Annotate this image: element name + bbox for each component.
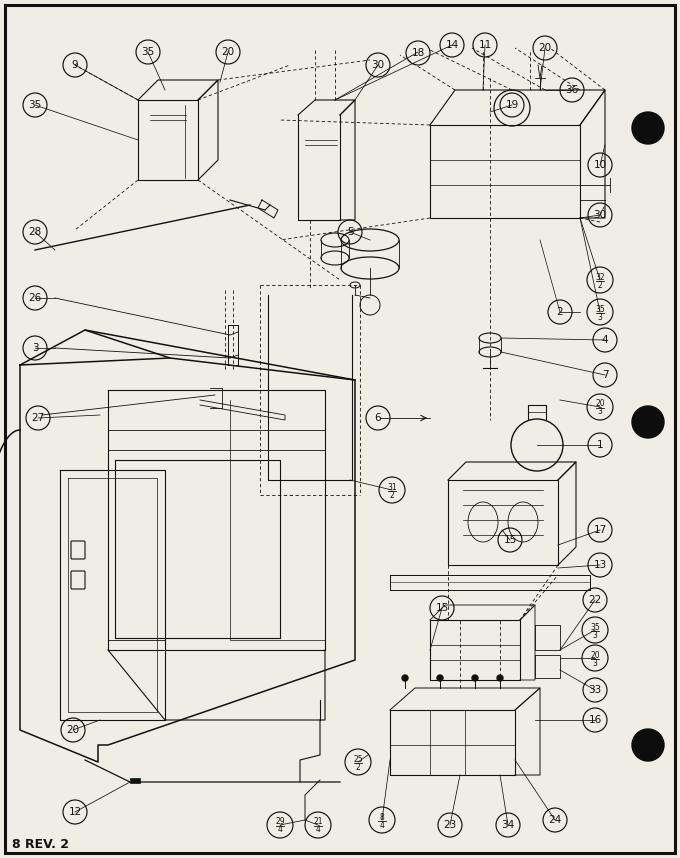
Text: 20: 20: [222, 47, 235, 57]
Text: 31: 31: [387, 482, 397, 492]
Circle shape: [497, 675, 503, 681]
Text: 7: 7: [602, 370, 609, 380]
Text: 19: 19: [505, 100, 519, 110]
Text: 33: 33: [588, 685, 602, 695]
Text: 4: 4: [277, 825, 282, 835]
Text: 25: 25: [353, 754, 363, 764]
Text: 32: 32: [595, 273, 605, 281]
Text: 3: 3: [592, 631, 598, 639]
Text: 2: 2: [390, 491, 394, 499]
Text: 24: 24: [548, 815, 562, 825]
Text: 9: 9: [71, 60, 78, 70]
Text: 8: 8: [379, 813, 384, 821]
FancyBboxPatch shape: [130, 778, 140, 783]
Text: 3: 3: [32, 343, 38, 353]
Text: 4: 4: [602, 335, 609, 345]
Circle shape: [437, 675, 443, 681]
Text: 2: 2: [598, 281, 602, 289]
Text: 22: 22: [588, 595, 602, 605]
Text: 1: 1: [596, 440, 603, 450]
Text: 30: 30: [371, 60, 385, 70]
Text: 20: 20: [590, 650, 600, 660]
Text: 28: 28: [29, 227, 41, 237]
Text: 35: 35: [141, 47, 154, 57]
Text: 13: 13: [594, 560, 607, 570]
Circle shape: [632, 729, 664, 761]
Text: 3: 3: [598, 408, 602, 416]
Text: 35: 35: [590, 623, 600, 631]
Text: 15: 15: [503, 535, 517, 545]
Text: 14: 14: [445, 40, 458, 50]
Text: 17: 17: [594, 525, 607, 535]
Text: 35: 35: [29, 100, 41, 110]
Text: 30: 30: [594, 210, 607, 220]
Text: 18: 18: [411, 48, 424, 58]
Text: 5: 5: [347, 227, 354, 237]
Text: 16: 16: [588, 715, 602, 725]
Text: 2: 2: [557, 307, 563, 317]
Text: 35: 35: [595, 305, 605, 313]
Text: 4: 4: [316, 825, 320, 835]
Text: 20: 20: [595, 400, 605, 408]
Text: 11: 11: [478, 40, 492, 50]
Text: 23: 23: [443, 820, 457, 830]
Text: 36: 36: [565, 85, 579, 95]
Text: 20: 20: [539, 43, 551, 53]
Text: 15: 15: [435, 603, 449, 613]
Circle shape: [472, 675, 478, 681]
Text: 8 REV. 2: 8 REV. 2: [12, 838, 69, 851]
Text: 4: 4: [379, 820, 384, 830]
Text: 3: 3: [592, 658, 598, 668]
Text: 3: 3: [598, 312, 602, 322]
Circle shape: [632, 112, 664, 144]
Text: 10: 10: [594, 160, 607, 170]
Text: 21: 21: [313, 818, 323, 826]
Text: 34: 34: [501, 820, 515, 830]
Text: 12: 12: [69, 807, 82, 817]
Text: 26: 26: [29, 293, 41, 303]
Text: 6: 6: [375, 413, 381, 423]
Text: 2: 2: [356, 763, 360, 771]
Text: 20: 20: [67, 725, 80, 735]
Text: 29: 29: [275, 818, 285, 826]
Text: 27: 27: [31, 413, 45, 423]
Circle shape: [632, 406, 664, 438]
Circle shape: [402, 675, 408, 681]
